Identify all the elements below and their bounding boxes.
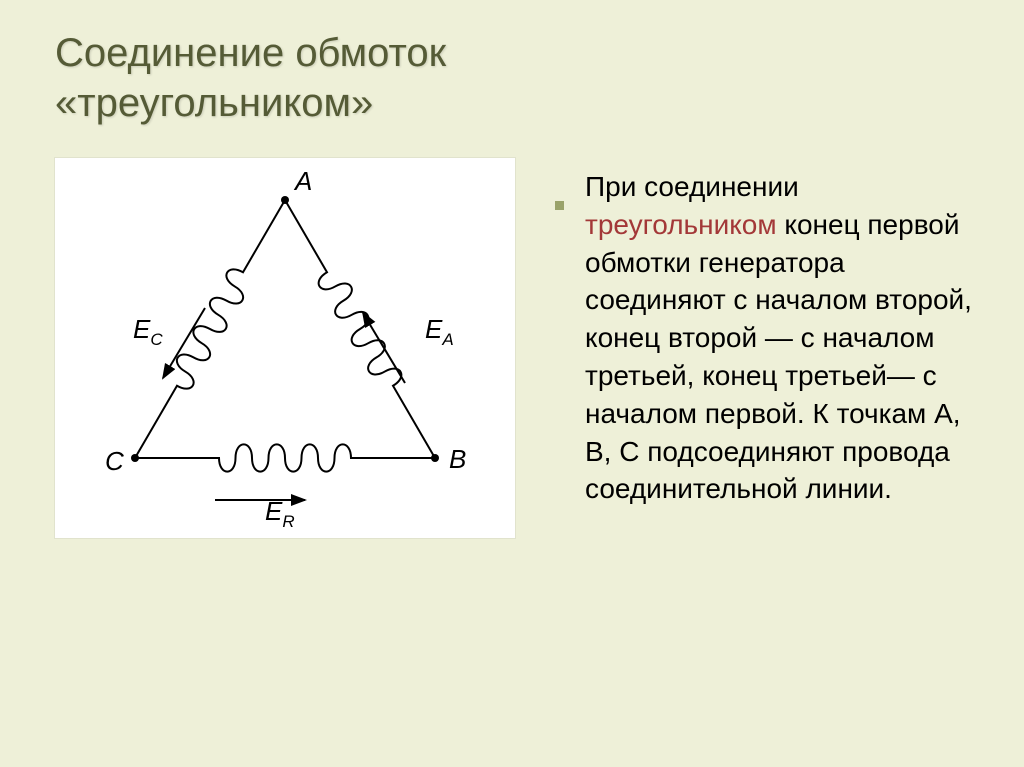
- title-block: Соединение обмоток «треугольником»: [55, 28, 984, 128]
- delta-diagram-svg: EA ER EC A B C: [55, 158, 515, 538]
- svg-text:B: B: [449, 444, 466, 474]
- body-highlight: треугольником: [585, 209, 777, 240]
- bullet-item: При соединении треугольником конец перво…: [555, 168, 984, 508]
- svg-text:ER: ER: [265, 496, 295, 531]
- body-rest: конец первой обмотки генератора соединяю…: [585, 209, 972, 505]
- title-line-1: Соединение обмоток: [55, 31, 446, 75]
- body-text: При соединении треугольником конец перво…: [585, 168, 984, 508]
- text-column: При соединении треугольником конец перво…: [555, 158, 984, 508]
- page-title: Соединение обмоток «треугольником»: [55, 28, 984, 128]
- svg-text:C: C: [105, 446, 124, 476]
- figure-column: EA ER EC A B C: [55, 158, 515, 538]
- slide: Соединение обмоток «треугольником» EAERE…: [0, 0, 1024, 767]
- title-line-2: «треугольником»: [55, 81, 373, 125]
- content-columns: EA ER EC A B C При соединении треугольником к…: [55, 158, 984, 538]
- body-prefix: При соединении: [585, 171, 799, 202]
- bullet-square-icon: [555, 168, 573, 508]
- svg-text:A: A: [293, 166, 312, 196]
- svg-text:EA: EA: [425, 314, 454, 349]
- delta-diagram: EA ER EC A B C: [55, 158, 515, 538]
- svg-text:EC: EC: [133, 314, 163, 349]
